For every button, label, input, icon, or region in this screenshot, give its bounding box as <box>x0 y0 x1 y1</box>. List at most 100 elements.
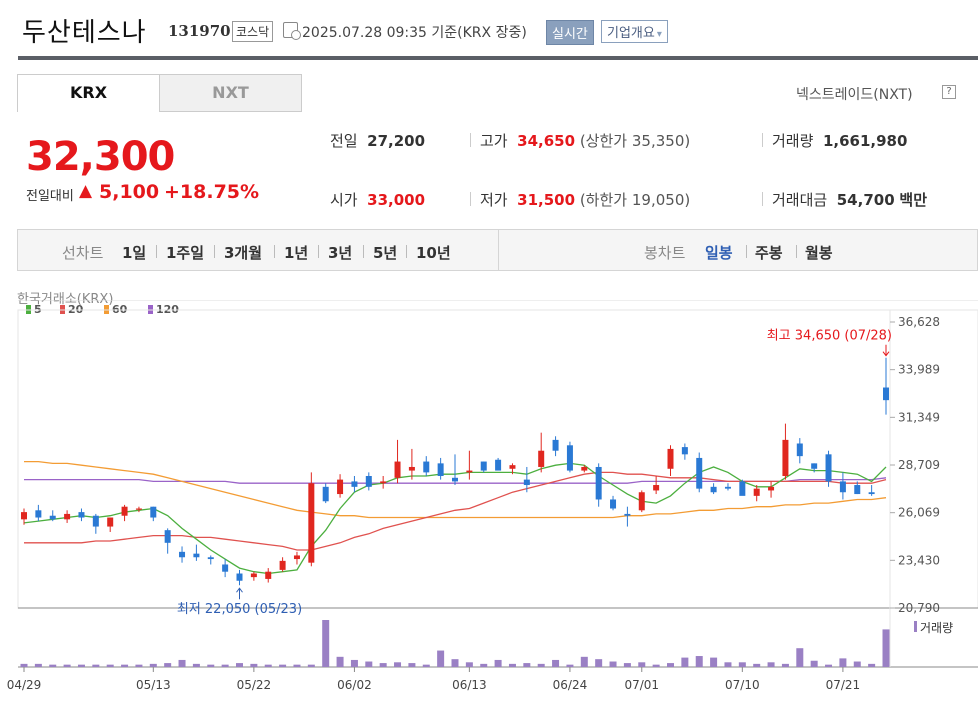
volume-bar <box>537 663 545 667</box>
question-icon[interactable]: ? <box>942 85 956 99</box>
volume-bar <box>623 663 631 667</box>
period-1w[interactable]: 1주일 <box>166 244 205 262</box>
tab-nxt[interactable]: NXT <box>159 74 302 112</box>
volume-bar <box>868 663 876 667</box>
volume-bar <box>20 663 28 667</box>
ma60-line <box>24 460 887 519</box>
period-10y[interactable]: 10년 <box>416 244 451 262</box>
candle-body <box>480 461 487 471</box>
current-price: 32,300 <box>26 134 175 180</box>
volume-bar <box>882 629 890 667</box>
divider <box>274 245 275 258</box>
volume-bar <box>667 663 674 667</box>
divider <box>762 192 763 206</box>
volume-bar <box>508 663 516 667</box>
candle-body <box>883 387 889 401</box>
candle-body <box>365 475 372 487</box>
volume-bar <box>437 650 445 667</box>
volume-bar <box>781 663 789 667</box>
candle-monthly[interactable]: 월봉 <box>805 244 833 262</box>
candle-body <box>581 466 588 471</box>
candle-body <box>408 466 415 471</box>
volume-bar <box>192 663 200 667</box>
period-5y[interactable]: 5년 <box>373 244 398 262</box>
clock-icon <box>283 22 301 40</box>
volume-bar <box>853 661 861 667</box>
candle-body <box>78 512 85 518</box>
nextrade-link[interactable]: 넥스트레이드(NXT) <box>796 87 913 103</box>
volume-bar <box>724 662 732 667</box>
candle-body <box>796 443 803 457</box>
volume-bar <box>609 661 617 667</box>
company-overview-button[interactable]: 기업개요 <box>601 20 668 43</box>
period-1d[interactable]: 1일 <box>122 244 147 262</box>
candle-body <box>250 573 257 578</box>
candle-body <box>236 573 243 581</box>
candle-body <box>452 477 458 482</box>
candle-body <box>380 481 387 484</box>
divider <box>318 245 319 258</box>
period-1y[interactable]: 1년 <box>284 244 309 262</box>
x-tick-label: 05/13 <box>136 678 171 692</box>
volume-bar <box>264 664 272 667</box>
market-badge: 코스닥 <box>232 21 274 42</box>
volume-bar <box>135 664 143 667</box>
volume-bar <box>796 648 804 667</box>
change-value: 5,100 <box>99 181 160 203</box>
candle-body <box>164 530 171 543</box>
day-high: 고가 34,650 (상한가 35,350) <box>480 132 691 150</box>
candle-body <box>811 463 818 469</box>
volume-bar <box>753 663 761 667</box>
x-tick-label: 06/24 <box>553 678 588 692</box>
volume-bar <box>638 662 646 667</box>
volume-bar <box>221 664 229 667</box>
volume-bar <box>350 659 358 667</box>
volume-bar <box>34 663 42 667</box>
y-tick-label: 23,430 <box>898 553 940 567</box>
candle-body <box>35 510 42 518</box>
candle-body <box>509 465 516 469</box>
stock-code: 131970 <box>168 22 231 40</box>
volume-bar <box>365 661 373 667</box>
candle-body <box>179 551 186 558</box>
x-tick-label: 07/21 <box>826 678 861 692</box>
candle-body <box>207 557 214 560</box>
stock-header: 두산테스나 131970 코스닥 2025.07.28 09:35 기준(KRX… <box>0 0 978 60</box>
price-chart[interactable]: 거래량 36,628 33,989 31,349 28,709 26,069 23,430… <box>0 300 978 715</box>
volume-bar <box>480 663 488 667</box>
candle-body <box>854 485 861 495</box>
period-3m[interactable]: 3개월 <box>224 244 263 262</box>
volume-bar <box>178 659 186 667</box>
candle-weekly[interactable]: 주봉 <box>755 244 783 262</box>
volume-bar <box>738 662 746 667</box>
volume-bar <box>49 664 57 667</box>
period-3y[interactable]: 3년 <box>328 244 353 262</box>
low-annotation: 최저 22,050 (05/23) <box>177 602 302 617</box>
change-label: 전일대비 <box>26 189 74 204</box>
candle-body <box>724 486 731 489</box>
volume-bar <box>63 664 71 667</box>
candle-body <box>49 515 56 520</box>
volume-bar <box>336 656 344 667</box>
realtime-button[interactable]: 실시간 <box>546 20 594 45</box>
candle-body <box>466 470 473 473</box>
volume-bar <box>322 620 330 667</box>
divider <box>470 133 471 147</box>
tab-krx[interactable]: KRX <box>17 74 160 112</box>
candle-daily[interactable]: 일봉 <box>705 244 733 262</box>
divider <box>762 133 763 147</box>
candle-body <box>667 448 674 469</box>
volume-bar <box>825 664 833 667</box>
candle-body <box>437 463 444 476</box>
candle-body <box>351 481 358 487</box>
line-chart-label: 선차트 <box>62 244 104 262</box>
y-tick-label: 31,349 <box>898 410 940 424</box>
candle-body <box>782 439 789 476</box>
candle-body <box>394 461 401 478</box>
volume-bar <box>77 664 85 667</box>
x-tick-label: 06/13 <box>452 678 487 692</box>
candle-body <box>566 445 573 471</box>
volume-bar <box>710 657 718 667</box>
x-tick-label: 06/02 <box>337 678 372 692</box>
volume-bar <box>106 664 114 667</box>
